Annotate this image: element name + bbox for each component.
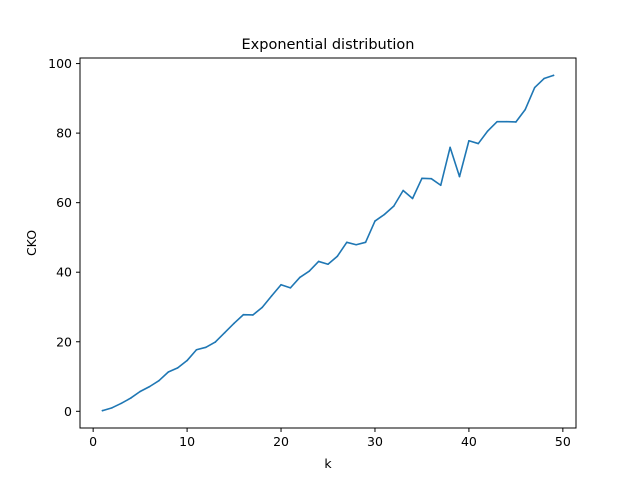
data-point bbox=[477, 142, 480, 145]
data-point bbox=[242, 313, 245, 316]
data-point bbox=[411, 197, 414, 200]
data-point bbox=[280, 283, 282, 286]
data-point bbox=[458, 175, 461, 178]
data-point bbox=[364, 241, 367, 244]
data-point bbox=[524, 108, 527, 111]
x-axis-label: k bbox=[324, 456, 332, 471]
data-point bbox=[439, 184, 442, 187]
data-point bbox=[167, 371, 170, 373]
x-tick-label: 10 bbox=[179, 434, 195, 449]
data-point bbox=[299, 276, 301, 279]
y-axis-label: CKO bbox=[24, 230, 39, 256]
chart-title: Exponential distribution bbox=[242, 37, 415, 53]
data-point bbox=[430, 177, 433, 180]
data-point bbox=[223, 331, 226, 334]
x-tick-label: 0 bbox=[89, 434, 97, 449]
data-point bbox=[392, 205, 395, 207]
data-points bbox=[101, 74, 555, 412]
data-point bbox=[468, 139, 470, 142]
data-point bbox=[374, 220, 376, 222]
data-point bbox=[402, 189, 404, 192]
data-point bbox=[252, 314, 254, 316]
data-point bbox=[496, 120, 498, 123]
data-point bbox=[214, 341, 217, 343]
data-point bbox=[148, 385, 151, 388]
x-tick-label: 50 bbox=[555, 434, 571, 449]
data-point bbox=[129, 397, 132, 399]
x-tick-label: 20 bbox=[273, 434, 289, 449]
y-tick-label: 0 bbox=[64, 404, 72, 419]
y-tick-label: 20 bbox=[56, 334, 72, 349]
data-point bbox=[139, 390, 141, 393]
series-layer bbox=[101, 74, 555, 412]
x-tick-label: 30 bbox=[367, 434, 383, 449]
x-tick-label: 40 bbox=[461, 434, 477, 449]
data-point bbox=[552, 74, 555, 77]
data-point bbox=[270, 295, 273, 297]
y-tick-label: 40 bbox=[56, 265, 72, 280]
data-point bbox=[158, 379, 160, 382]
data-point bbox=[486, 130, 489, 132]
data-point bbox=[449, 146, 451, 149]
data-point bbox=[533, 86, 536, 89]
data-point bbox=[101, 409, 104, 412]
x-axis-ticks: 0 10 20 30 40 50 bbox=[89, 428, 571, 449]
data-point bbox=[317, 260, 320, 263]
data-point bbox=[421, 177, 423, 180]
y-axis-ticks: 0 20 40 60 80 100 bbox=[48, 56, 80, 419]
y-tick-label: 100 bbox=[48, 56, 72, 71]
data-point bbox=[355, 243, 357, 246]
data-point bbox=[345, 241, 348, 244]
data-point bbox=[505, 120, 508, 123]
data-point bbox=[111, 407, 113, 409]
data-point bbox=[195, 348, 198, 351]
data-point bbox=[186, 359, 188, 362]
data-point bbox=[205, 346, 207, 349]
data-point bbox=[543, 77, 545, 80]
data-point bbox=[308, 270, 311, 272]
data-point bbox=[261, 306, 264, 309]
plot-frame bbox=[79, 57, 577, 429]
data-point bbox=[336, 255, 339, 258]
data-point bbox=[289, 287, 292, 289]
y-tick-label: 60 bbox=[56, 195, 72, 210]
data-point bbox=[383, 213, 386, 216]
y-tick-label: 80 bbox=[56, 126, 72, 141]
data-point bbox=[515, 121, 517, 123]
data-point bbox=[176, 367, 179, 369]
data-point bbox=[233, 322, 235, 325]
data-point bbox=[327, 263, 329, 266]
data-point bbox=[120, 402, 123, 405]
